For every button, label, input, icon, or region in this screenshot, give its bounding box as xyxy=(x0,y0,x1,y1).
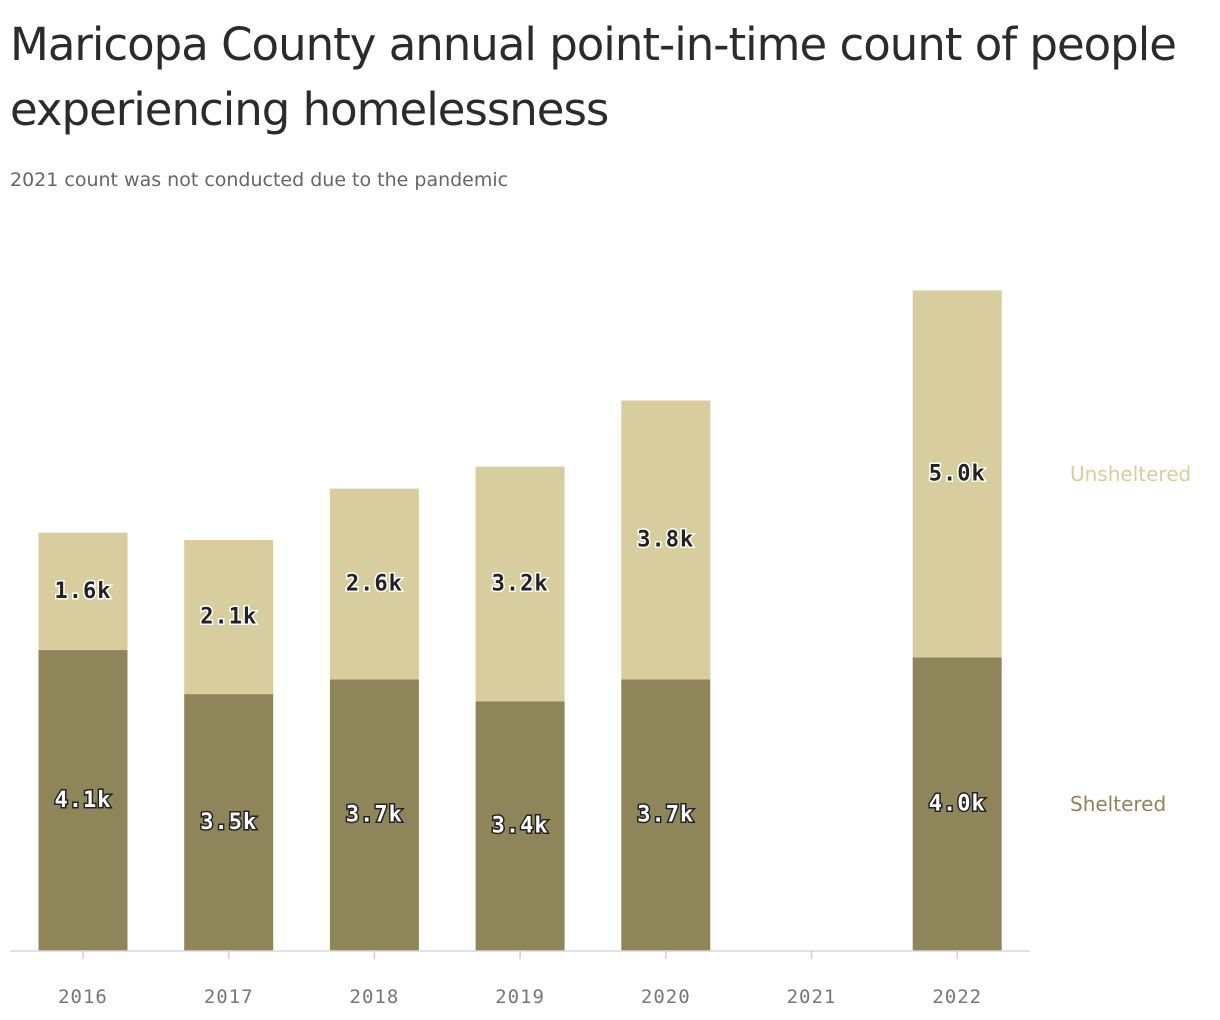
bar-sheltered-2017 xyxy=(184,694,274,951)
x-tick-label-2016: 2016 xyxy=(58,986,108,1008)
bar-label-unsheltered-2016: 1.6k xyxy=(55,579,112,604)
legend: Sheltered Unsheltered xyxy=(1070,462,1191,816)
bar-unsheltered-2018 xyxy=(329,488,419,680)
bar-label-sheltered-2017: 3.5k xyxy=(200,810,257,835)
x-tick-label-2020: 2020 xyxy=(641,986,691,1008)
bar-sheltered-2022 xyxy=(912,657,1002,951)
bar-label-unsheltered-2019: 3.2k xyxy=(492,572,549,597)
bar-label-sheltered-2016: 4.1k xyxy=(55,788,112,813)
bar-label-unsheltered-2018: 2.6k xyxy=(346,572,403,597)
x-tick-label-2017: 2017 xyxy=(204,986,254,1008)
x-tick-label-2021: 2021 xyxy=(787,986,837,1008)
bar-sheltered-2016 xyxy=(38,650,128,951)
x-tick-label-2018: 2018 xyxy=(350,986,400,1008)
x-tick-label-2019: 2019 xyxy=(495,986,545,1008)
bar-unsheltered-2020 xyxy=(621,400,711,680)
chart-subtitle: 2021 count was not conducted due to the … xyxy=(10,169,509,191)
bar-label-sheltered-2018: 3.7k xyxy=(346,803,403,828)
bar-sheltered-2019 xyxy=(475,701,565,951)
bar-unsheltered-2022 xyxy=(912,290,1002,658)
legend-sheltered: Sheltered xyxy=(1070,792,1166,816)
bar-unsheltered-2016 xyxy=(38,532,128,650)
bar-label-sheltered-2020: 3.7k xyxy=(637,803,694,828)
bar-sheltered-2018 xyxy=(329,679,419,951)
chart-title: Maricopa County annual point-in-time cou… xyxy=(10,18,1177,136)
bar-label-unsheltered-2017: 2.1k xyxy=(200,605,257,630)
bar-unsheltered-2019 xyxy=(475,466,565,702)
bar-label-sheltered-2019: 3.4k xyxy=(492,814,549,839)
bar-sheltered-2020 xyxy=(621,679,711,951)
bars-group: 4.1k 1.6k 3.5k 2.1k 3.7k 2.6k 3.4k 3.2k 3.7k 3.8k… xyxy=(38,290,1002,951)
legend-unsheltered: Unsheltered xyxy=(1070,462,1191,486)
x-tick-label-2022: 2022 xyxy=(932,986,982,1008)
bar-label-unsheltered-2020: 3.8k xyxy=(637,528,694,553)
bar-label-unsheltered-2022: 5.0k xyxy=(929,461,986,486)
bar-unsheltered-2017 xyxy=(184,540,274,695)
x-axis-ticks: 2016 2017 2018 2019 2020 2021 2022 xyxy=(58,951,982,1008)
bar-label-sheltered-2022: 4.0k xyxy=(929,792,986,817)
